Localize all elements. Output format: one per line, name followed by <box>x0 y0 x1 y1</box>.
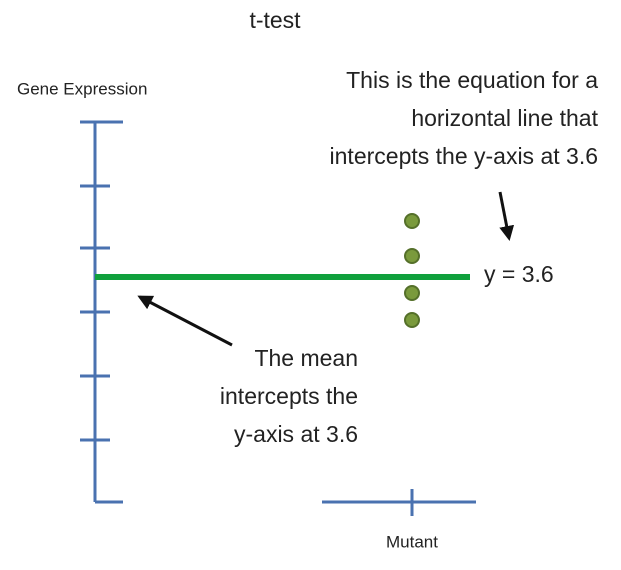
note-line: horizontal line that <box>411 105 598 131</box>
equation: y = 3.6 <box>484 261 554 287</box>
arrow <box>137 295 233 347</box>
equation-note: This is the equation for a horizontal li… <box>330 67 599 169</box>
title: t-test <box>249 7 301 33</box>
mean-note: The mean intercepts the y-axis at 3.6 <box>220 345 358 447</box>
x-axis <box>322 489 476 516</box>
y-axis <box>80 120 123 504</box>
data-points <box>404 213 420 328</box>
y-axis-label: Gene Expression <box>17 79 147 98</box>
x-axis-label: Mutant <box>386 532 438 551</box>
note-line: intercepts the y-axis at 3.6 <box>330 143 598 169</box>
note-line: The mean <box>254 345 358 371</box>
note-line: intercepts the <box>220 383 358 409</box>
note-line: y-axis at 3.6 <box>234 421 358 447</box>
arrow <box>498 191 515 241</box>
note-line: This is the equation for a <box>346 67 598 93</box>
